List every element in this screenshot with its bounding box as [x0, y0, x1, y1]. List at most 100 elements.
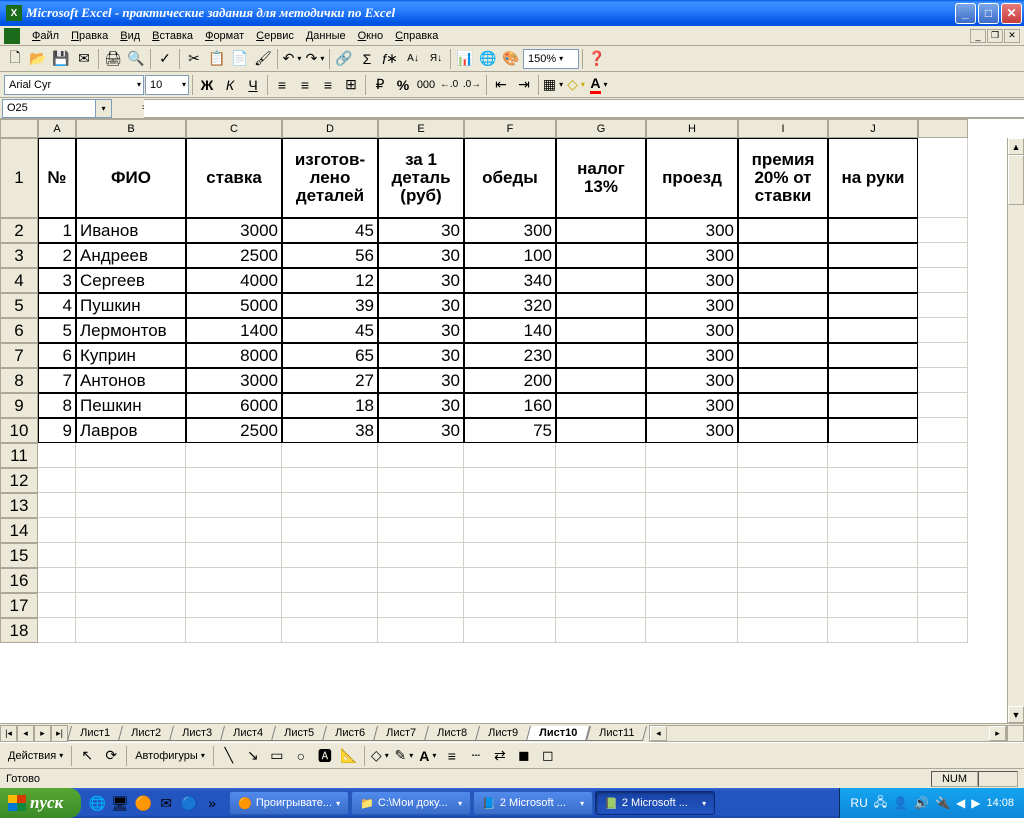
- row-header-15[interactable]: 15: [0, 543, 38, 568]
- scroll-thumb[interactable]: [1008, 155, 1024, 205]
- cell[interactable]: [828, 518, 918, 543]
- cell[interactable]: [464, 518, 556, 543]
- data-cell[interactable]: Пушкин: [76, 293, 186, 318]
- menu-окно[interactable]: Окно: [352, 28, 390, 44]
- table-header-cell[interactable]: ставка: [186, 138, 282, 218]
- menu-сервис[interactable]: Сервис: [250, 28, 300, 44]
- cell[interactable]: [282, 618, 378, 643]
- zoom-combo[interactable]: 150% ▾: [523, 49, 579, 69]
- data-cell[interactable]: Пешкин: [76, 393, 186, 418]
- fontsize-combo[interactable]: 10 ▾: [145, 75, 189, 95]
- sheet-tab-Лист3[interactable]: Лист3: [169, 726, 225, 741]
- cell[interactable]: [282, 493, 378, 518]
- cell[interactable]: [918, 418, 968, 443]
- mdi-minimize-button[interactable]: _: [970, 29, 986, 43]
- data-cell[interactable]: 140: [464, 318, 556, 343]
- data-cell[interactable]: 4000: [186, 268, 282, 293]
- tray-msn-icon[interactable]: 👤: [893, 796, 908, 810]
- data-cell[interactable]: 1400: [186, 318, 282, 343]
- autosum-button[interactable]: Σ: [356, 48, 378, 70]
- data-cell[interactable]: 39: [282, 293, 378, 318]
- col-header-G[interactable]: G: [556, 119, 646, 138]
- data-cell[interactable]: 45: [282, 218, 378, 243]
- cell[interactable]: [738, 443, 828, 468]
- line-color-menu[interactable]: ✎▾: [393, 745, 415, 767]
- cell[interactable]: [918, 243, 968, 268]
- scroll-left-button[interactable]: ◂: [650, 726, 667, 741]
- col-header-B[interactable]: B: [76, 119, 186, 138]
- tray-sound-icon[interactable]: 🔊: [914, 796, 929, 810]
- scroll-up-button[interactable]: ▲: [1008, 138, 1024, 155]
- table-header-cell[interactable]: изготов-ленодеталей: [282, 138, 378, 218]
- data-cell[interactable]: 12: [282, 268, 378, 293]
- wordart-button[interactable]: 📐: [338, 745, 360, 767]
- menu-вставка[interactable]: Вставка: [146, 28, 199, 44]
- data-cell[interactable]: 2500: [186, 243, 282, 268]
- data-cell[interactable]: 30: [378, 343, 464, 368]
- row-header-16[interactable]: 16: [0, 568, 38, 593]
- fill-color-button[interactable]: ◇▾: [565, 74, 587, 96]
- name-box-dropdown[interactable]: ▾: [96, 99, 112, 118]
- data-cell[interactable]: [828, 318, 918, 343]
- data-cell[interactable]: [556, 343, 646, 368]
- cell[interactable]: [464, 493, 556, 518]
- ql-browser-icon[interactable]: 🔵: [179, 793, 199, 813]
- row-header-4[interactable]: 4: [0, 268, 38, 293]
- cell[interactable]: [76, 518, 186, 543]
- hyperlink-button[interactable]: 🔗: [333, 48, 355, 70]
- cell[interactable]: [918, 218, 968, 243]
- row-header-14[interactable]: 14: [0, 518, 38, 543]
- undo-button[interactable]: ↶▾: [281, 48, 303, 70]
- data-cell[interactable]: 300: [646, 368, 738, 393]
- copy-button[interactable]: 📋: [206, 48, 228, 70]
- col-header-extra[interactable]: [918, 119, 968, 138]
- maximize-button[interactable]: □: [978, 3, 999, 24]
- data-cell[interactable]: 5000: [186, 293, 282, 318]
- task-button[interactable]: 📘2 Microsoft ...▾: [473, 791, 593, 815]
- currency-button[interactable]: ₽: [369, 74, 391, 96]
- cell[interactable]: [186, 618, 282, 643]
- oval-button[interactable]: ○: [290, 745, 312, 767]
- data-cell[interactable]: 300: [646, 243, 738, 268]
- cell[interactable]: [918, 568, 968, 593]
- sheet-tab-Лист6[interactable]: Лист6: [322, 726, 378, 741]
- data-cell[interactable]: [738, 318, 828, 343]
- data-cell[interactable]: 6: [38, 343, 76, 368]
- ql-more-icon[interactable]: »: [202, 793, 222, 813]
- merge-center-button[interactable]: ⊞: [340, 74, 362, 96]
- data-cell[interactable]: [738, 293, 828, 318]
- cell[interactable]: [828, 543, 918, 568]
- ql-mail-icon[interactable]: ✉: [156, 793, 176, 813]
- table-header-cell[interactable]: №: [38, 138, 76, 218]
- sheet-tab-Лист2[interactable]: Лист2: [118, 726, 174, 741]
- table-header-cell[interactable]: ФИО: [76, 138, 186, 218]
- data-cell[interactable]: 45: [282, 318, 378, 343]
- cell[interactable]: [918, 593, 968, 618]
- row-header-11[interactable]: 11: [0, 443, 38, 468]
- cell[interactable]: [646, 618, 738, 643]
- chart-button[interactable]: 📊: [454, 48, 476, 70]
- tray-collapse-icon[interactable]: ◀: [956, 796, 965, 810]
- decrease-indent-button[interactable]: ⇤: [490, 74, 512, 96]
- cell[interactable]: [378, 568, 464, 593]
- function-button[interactable]: f∗: [379, 48, 401, 70]
- new-button[interactable]: 🗋: [4, 48, 26, 70]
- cell[interactable]: [464, 568, 556, 593]
- data-cell[interactable]: [738, 268, 828, 293]
- data-cell[interactable]: [738, 368, 828, 393]
- cell[interactable]: [76, 493, 186, 518]
- cell[interactable]: [918, 543, 968, 568]
- cell[interactable]: [378, 443, 464, 468]
- close-button[interactable]: ✕: [1001, 3, 1022, 24]
- cell[interactable]: [76, 468, 186, 493]
- sheet-tab-Лист10[interactable]: Лист10: [526, 726, 590, 741]
- font-combo[interactable]: Arial Cyr ▾: [4, 75, 144, 95]
- increase-decimal-button[interactable]: ←.0: [438, 74, 460, 96]
- data-cell[interactable]: [738, 343, 828, 368]
- cell[interactable]: [918, 368, 968, 393]
- sheet-tab-Лист7[interactable]: Лист7: [373, 726, 429, 741]
- cell[interactable]: [38, 518, 76, 543]
- data-cell[interactable]: [738, 393, 828, 418]
- cell[interactable]: [282, 568, 378, 593]
- font-color-button[interactable]: А▾: [588, 74, 610, 96]
